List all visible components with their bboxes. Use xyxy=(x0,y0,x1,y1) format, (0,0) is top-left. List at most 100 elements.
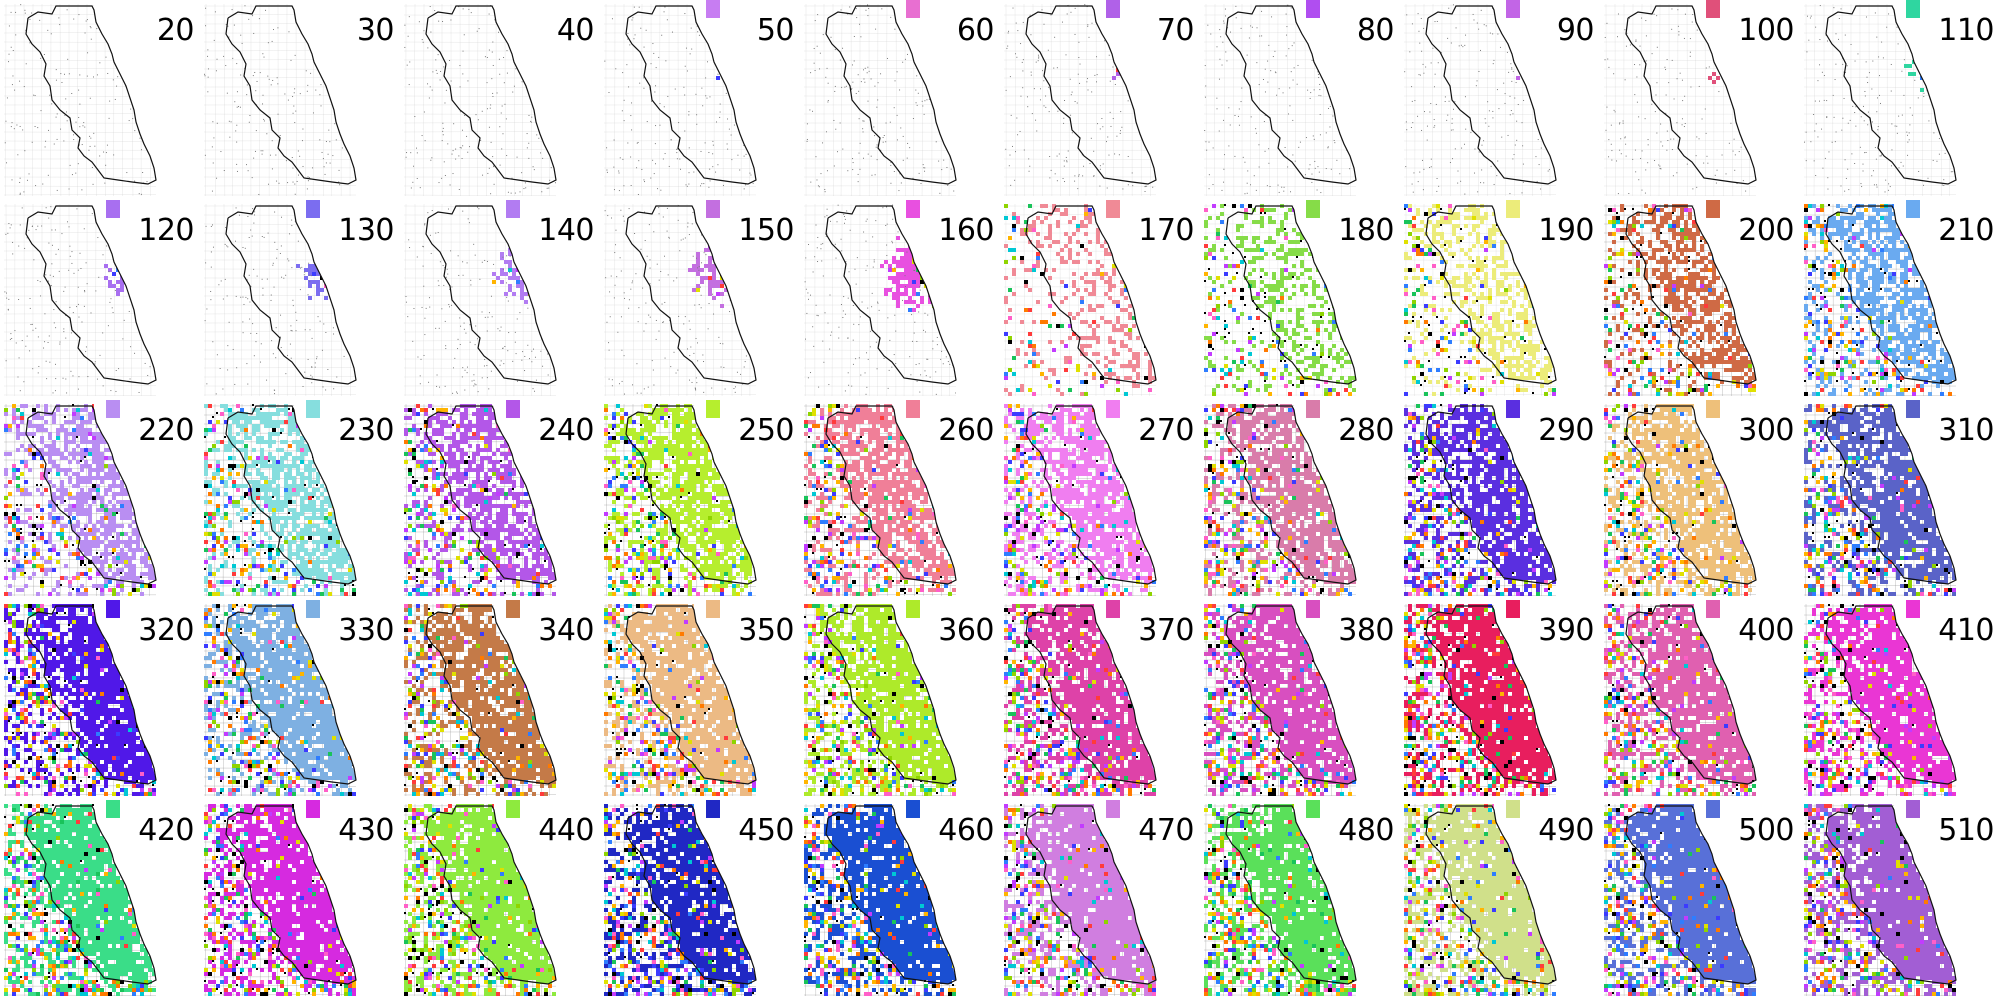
map-panel: 130 xyxy=(200,200,400,400)
map-svg xyxy=(1203,200,1400,400)
panel-label: 250 xyxy=(738,416,794,446)
panel-label: 170 xyxy=(1138,216,1194,246)
panel-label: 490 xyxy=(1538,816,1594,846)
map-panel: 200 xyxy=(1600,200,1800,400)
map-svg xyxy=(603,800,800,1000)
map-svg xyxy=(1403,800,1600,1000)
map-panel: 430 xyxy=(200,800,400,1000)
map-panel: 450 xyxy=(600,800,800,1000)
color-tab xyxy=(706,800,720,818)
color-tab xyxy=(306,400,320,418)
map-panel: 400 xyxy=(1600,600,1800,800)
lake-area xyxy=(1694,400,1800,600)
lake-area xyxy=(1894,600,2000,800)
map-panel: 30 xyxy=(200,0,400,200)
lake-area xyxy=(1094,600,1200,800)
panel-label: 140 xyxy=(538,216,594,246)
city-boundary xyxy=(1425,5,1557,185)
color-tab xyxy=(1306,800,1320,818)
map-svg xyxy=(1203,600,1400,800)
map-svg xyxy=(1803,800,2000,1000)
map-svg xyxy=(1003,600,1200,800)
color-tab xyxy=(106,200,120,218)
map-svg xyxy=(203,400,400,600)
lake-area xyxy=(1294,200,1400,400)
panel-label: 450 xyxy=(738,816,794,846)
color-tab xyxy=(906,200,920,218)
map-svg xyxy=(603,400,800,600)
color-tab xyxy=(906,400,920,418)
map-panel: 350 xyxy=(600,600,800,800)
coverage-cells xyxy=(404,804,594,996)
map-svg xyxy=(803,600,1000,800)
lake-area xyxy=(694,200,800,400)
map-panel: 410 xyxy=(1800,600,2000,800)
lake-area xyxy=(94,600,200,800)
color-tab xyxy=(1506,600,1520,618)
color-tab xyxy=(1706,800,1720,818)
map-svg xyxy=(1803,600,2000,800)
lake-area xyxy=(494,200,600,400)
color-tab xyxy=(1106,200,1120,218)
map-panel: 420 xyxy=(0,800,200,1000)
map-svg xyxy=(3,400,200,600)
map-svg xyxy=(403,600,600,800)
panel-label: 470 xyxy=(1138,816,1194,846)
lake-area xyxy=(94,200,200,400)
map-svg xyxy=(3,0,200,200)
city-boundary xyxy=(1025,205,1157,385)
lake-area xyxy=(1094,400,1200,600)
map-panel: 240 xyxy=(400,400,600,600)
panel-label: 30 xyxy=(357,16,395,46)
panel-label: 380 xyxy=(1338,616,1394,646)
color-tab xyxy=(106,400,120,418)
map-panel: 60 xyxy=(800,0,1000,200)
color-tab xyxy=(106,800,120,818)
panel-label: 70 xyxy=(1157,16,1195,46)
lake-area xyxy=(1094,800,1200,1000)
map-svg xyxy=(1603,800,1800,1000)
color-tab xyxy=(906,800,920,818)
panel-label: 400 xyxy=(1738,616,1794,646)
color-tab xyxy=(706,0,720,18)
map-panel: 150 xyxy=(600,200,800,400)
city-boundary xyxy=(425,405,557,585)
city-boundary xyxy=(225,605,357,785)
color-tab xyxy=(1506,0,1520,18)
map-svg xyxy=(3,600,200,800)
map-panel: 20 xyxy=(0,0,200,200)
color-tab xyxy=(1306,400,1320,418)
map-panel: 80 xyxy=(1200,0,1400,200)
map-panel: 140 xyxy=(400,200,600,400)
panel-label: 480 xyxy=(1338,816,1394,846)
panel-label: 50 xyxy=(757,16,795,46)
city-boundary xyxy=(625,805,757,985)
map-panel: 230 xyxy=(200,400,400,600)
map-panel: 220 xyxy=(0,400,200,600)
panel-label: 110 xyxy=(1938,16,1994,46)
panel-label: 130 xyxy=(338,216,394,246)
map-svg xyxy=(203,600,400,800)
city-boundary xyxy=(825,405,957,585)
panel-label: 150 xyxy=(738,216,794,246)
lake-area xyxy=(294,800,400,1000)
color-tab xyxy=(1706,400,1720,418)
lake-area xyxy=(1694,800,1800,1000)
city-boundary xyxy=(1025,405,1157,585)
map-panel: 270 xyxy=(1000,400,1200,600)
panel-label: 220 xyxy=(138,416,194,446)
panel-label: 20 xyxy=(157,16,195,46)
map-svg xyxy=(1203,800,1400,1000)
city-boundary xyxy=(25,5,157,185)
color-tab xyxy=(706,200,720,218)
lake-area xyxy=(1494,600,1600,800)
panel-label: 210 xyxy=(1938,216,1994,246)
map-svg xyxy=(1603,600,1800,800)
map-svg xyxy=(803,0,1000,200)
color-tab xyxy=(1506,800,1520,818)
city-boundary xyxy=(825,205,957,385)
lake-area xyxy=(1894,0,2000,200)
lake-area xyxy=(294,200,400,400)
panel-label: 200 xyxy=(1738,216,1794,246)
color-tab xyxy=(1906,600,1920,618)
